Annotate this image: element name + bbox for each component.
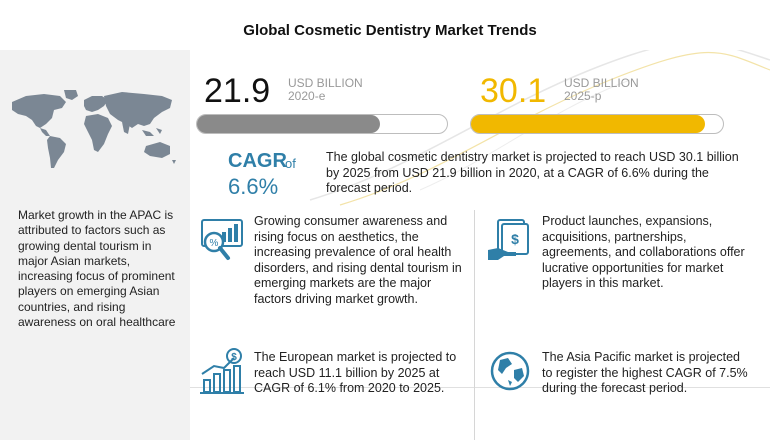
insights-grid: % Growing consumer awareness and rising … (190, 210, 770, 440)
progress-bar-2020 (196, 114, 448, 134)
bar-chart-dollar-icon: $ (200, 348, 244, 394)
main-content: 21.9 USD BILLION 2020-e 30.1 USD BILLION… (190, 50, 770, 440)
apac-market-note: The Asia Pacific market is projected to … (542, 350, 748, 396)
progress-bar-2020-fill (197, 115, 380, 133)
kpi-2020-unit: USD BILLION 2020-e (288, 77, 363, 103)
cagr-value: 6.6% (228, 174, 279, 199)
grid-divider-vertical (474, 210, 475, 440)
decorative-swoosh (309, 50, 770, 206)
kpi-2025-year: 2025-p (564, 89, 602, 103)
driver-consumer-awareness: Growing consumer awareness and rising fo… (254, 214, 462, 306)
progress-bar-2025-fill (471, 115, 706, 133)
cagr-label: CAGR (228, 150, 287, 172)
grid-divider-horizontal (190, 387, 770, 388)
kpi-2025-unit-label: USD BILLION (564, 76, 639, 90)
money-hand-icon: $ (488, 219, 529, 260)
svg-text:$: $ (511, 231, 519, 247)
kpi-2020-unit-label: USD BILLION (288, 76, 363, 90)
left-panel: Market growth in the APAC is attributed … (0, 50, 190, 440)
apac-growth-note: Market growth in the APAC is attributed … (18, 208, 176, 330)
cagr-of: of (285, 156, 296, 171)
svg-text:$: $ (231, 352, 237, 363)
world-map-icon (12, 90, 176, 168)
kpi-2025-unit: USD BILLION 2025-p (564, 77, 639, 103)
market-summary: The global cosmetic dentistry market is … (326, 150, 739, 195)
kpi-2025-value: 30.1 (480, 72, 547, 110)
kpi-2020-year: 2020-e (288, 89, 326, 103)
europe-market-note: The European market is projected to reac… (254, 350, 457, 396)
page-title: Global Cosmetic Dentistry Market Trends (243, 22, 537, 39)
opportunity-launches: Product launches, expansions, acquisitio… (542, 214, 745, 291)
magnifier-chart-icon: % (201, 219, 243, 260)
globe-icon (490, 351, 530, 391)
kpi-2020-value: 21.9 (204, 72, 271, 110)
progress-bar-2025 (470, 114, 724, 134)
svg-text:%: % (210, 238, 219, 249)
